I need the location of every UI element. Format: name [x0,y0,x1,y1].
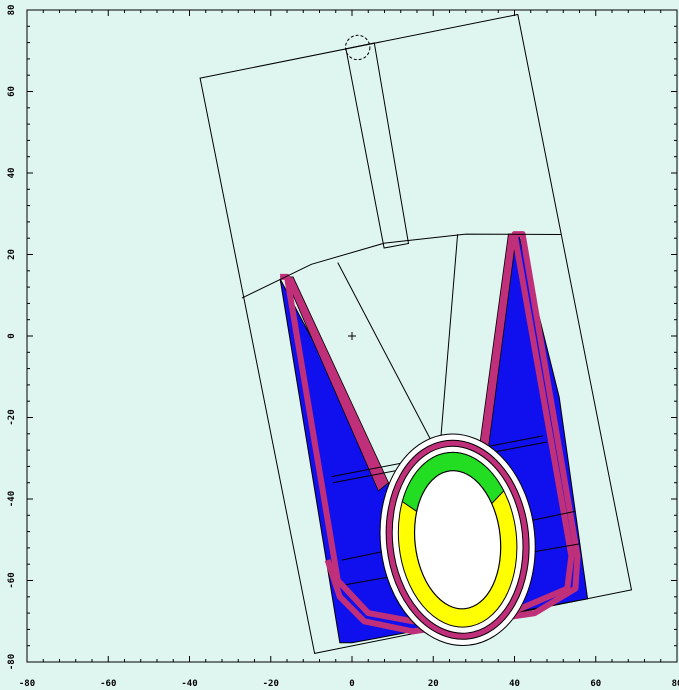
x-tick-label: 80 [672,679,679,689]
dashed-circle [344,34,371,61]
axis-ticks [26,9,678,663]
y-tick-label: 60 [7,86,17,97]
outer-box [199,13,633,654]
y-tick-label: -40 [7,491,17,507]
x-tick-label: -60 [100,679,116,689]
geometry-layer [199,13,633,654]
coil-left-arm [284,276,390,492]
x-tick-label: -40 [181,679,197,689]
upper-arc [241,233,562,299]
y-tick-label: 0 [7,333,17,338]
x-tick-label: 20 [428,679,439,689]
bore-inner [413,470,502,610]
y-tick-label: -60 [7,572,17,588]
vertical-channel [345,42,410,249]
y-tick-label: 80 [7,5,17,16]
x-tick-label: 40 [509,679,520,689]
x-tick-label: -80 [19,679,35,689]
y-tick-label: 40 [7,168,17,179]
x-tick-label: 0 [349,679,354,689]
x-tick-label: 60 [590,679,601,689]
y-tick-label: -20 [7,409,17,425]
interior-line-0 [337,262,440,457]
interior-line-1 [438,234,459,457]
y-tick-label: -80 [7,654,17,670]
x-tick-label: -20 [263,679,279,689]
axis-tick-labels: -80 -60 -40 -20 0 20 40 60 80 80 60 40 20 0 -20 -40 -60 -… [7,5,679,689]
y-tick-label: 20 [7,249,17,260]
